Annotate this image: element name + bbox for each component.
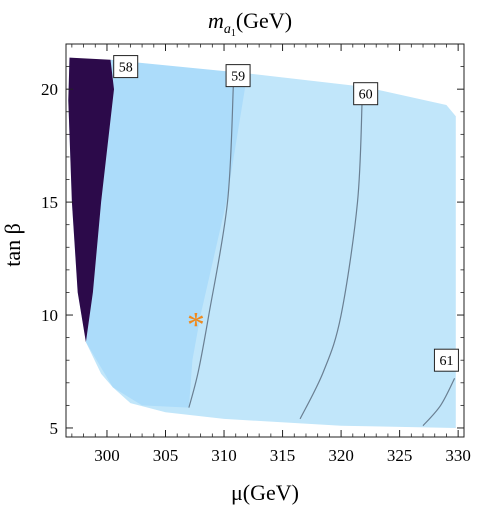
x-tick-label-330: 330 (445, 446, 471, 465)
title-base: m (208, 8, 224, 33)
contour-label-61: 61 (433, 348, 459, 372)
x-tick-label-315: 315 (270, 446, 296, 465)
contour-line-61 (422, 378, 456, 427)
contour-label-box (433, 348, 459, 372)
contour-label-60: 60 (353, 82, 379, 106)
dark-region-below-58 (68, 57, 114, 343)
title-sub: a (224, 22, 231, 37)
y-axis-label: tan β (0, 223, 25, 267)
contour-label-box (113, 55, 139, 79)
y-tick-label-10: 10 (41, 306, 58, 325)
x-tick-label-310: 310 (211, 446, 237, 465)
x-tick-label-300: 300 (94, 446, 120, 465)
y-tick-label-20: 20 (41, 80, 58, 99)
contour-label-58: 58 (113, 55, 139, 79)
title-unit: (GeV) (236, 8, 292, 33)
contour-label-59: 59 (225, 64, 251, 88)
contour-label-box (225, 64, 251, 88)
x-axis-label: μ(GeV) (231, 480, 299, 505)
title-subsub: 1 (231, 28, 236, 39)
chart-title: ma1(GeV) (208, 8, 292, 39)
plot-frame (65, 43, 465, 438)
x-tick-label-305: 305 (153, 446, 179, 465)
y-tick-label-15: 15 (41, 193, 58, 212)
region-band-58-59 (85, 59, 248, 408)
contour-labels: 58 59 60 61 * (113, 55, 459, 372)
axes-frame (65, 43, 465, 438)
y-tick-label-5: 5 (50, 419, 59, 438)
axis-ticks: 300 305 310 315 320 325 330 5 10 15 20 (41, 44, 471, 465)
contour-label-box (353, 82, 379, 106)
contour-line-59 (188, 84, 234, 408)
contour-line-60 (299, 98, 363, 420)
contour-label-text: 60 (359, 88, 373, 103)
x-tick-label-325: 325 (387, 446, 413, 465)
x-tick-label-320: 320 (328, 446, 354, 465)
benchmark-marker: * (187, 305, 205, 345)
plot-area (68, 57, 456, 428)
contour-label-text: 59 (231, 70, 245, 85)
contour-label-text: 61 (439, 354, 453, 369)
contour-label-text: 58 (119, 61, 133, 76)
